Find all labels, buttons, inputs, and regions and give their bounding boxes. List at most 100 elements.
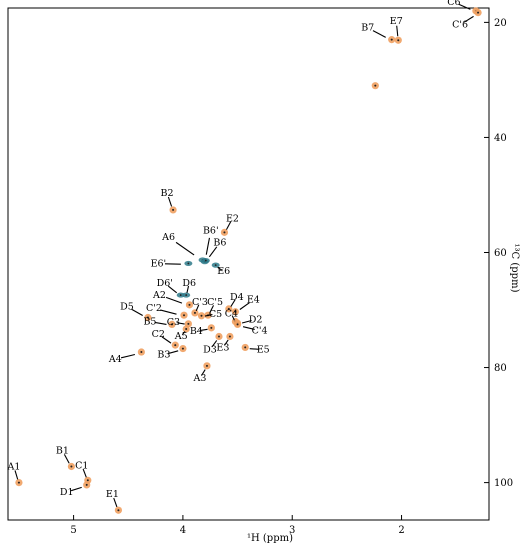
- label-leader-line: [208, 246, 218, 258]
- label-leader-line: [211, 340, 218, 348]
- peak-center: [234, 310, 237, 313]
- label-leader-line: [396, 25, 399, 37]
- peak-label: E7: [390, 16, 403, 27]
- label-leader-line: [217, 266, 223, 271]
- y-axis-title: ¹³C (ppm): [509, 244, 520, 293]
- label-leader-line: [241, 319, 252, 324]
- peak-center: [140, 351, 143, 354]
- peak-center: [205, 364, 208, 367]
- label-leader-line: [154, 321, 167, 325]
- y-tick-label: 60: [494, 248, 507, 259]
- y-axis-ticks: 20 40 60 80 100: [484, 18, 513, 489]
- peak-center: [374, 84, 377, 87]
- peak-center: [170, 323, 173, 326]
- peak-label: D2: [249, 314, 263, 325]
- label-leader-line: [160, 309, 177, 315]
- peak-label: D6': [157, 278, 173, 289]
- x-tick-label: 4: [180, 525, 186, 536]
- peak-center: [185, 294, 188, 296]
- peak-label: C5: [209, 309, 222, 320]
- peak-label: D1: [60, 487, 74, 498]
- peak-label: B6: [213, 238, 226, 249]
- peak-center: [228, 335, 231, 338]
- label-leader-line: [463, 15, 474, 23]
- label-leader-line: [161, 336, 172, 344]
- peak-center: [227, 307, 230, 310]
- peak-label: E5: [257, 344, 270, 355]
- peak-label: C'3: [192, 297, 208, 308]
- peak-center: [117, 509, 120, 512]
- label-leader-line: [458, 3, 471, 10]
- plot-area: [7, 7, 490, 521]
- peak-center: [397, 39, 400, 42]
- label-leader-line: [372, 30, 386, 38]
- peak-label: B2: [161, 188, 174, 199]
- peak-label: C2: [152, 329, 165, 340]
- peak-label: A3: [193, 373, 207, 384]
- peak-label: B1: [56, 445, 69, 456]
- peak-label: C3: [167, 317, 180, 328]
- peak-center: [187, 262, 190, 265]
- label-leader-line: [204, 314, 213, 317]
- peak-label: C6: [447, 0, 460, 8]
- peak-labels-layer: C6 C'6 B7 E7 B2 E2 A6 B6'B6 E6' E6 D6' D6 A2 C'3 C'2 C5…: [6, 0, 474, 508]
- label-leader-line: [186, 285, 190, 293]
- peak-center: [172, 208, 175, 211]
- x-tick-label: 5: [70, 525, 76, 536]
- peak-center: [244, 346, 247, 349]
- label-leader-line: [225, 221, 232, 230]
- peak-label: B6': [203, 226, 219, 237]
- peak-center: [85, 483, 88, 486]
- label-leader-line: [63, 454, 70, 464]
- label-leader-line: [120, 353, 135, 359]
- peak-label: E3: [216, 342, 229, 353]
- y-tick-label: 80: [494, 363, 507, 374]
- peak-label: C'4: [252, 325, 268, 336]
- label-leader-line: [199, 328, 208, 332]
- x-axis-ticks: 5 4 3 2: [70, 515, 405, 536]
- label-leader-line: [224, 339, 229, 346]
- peak-center: [17, 481, 20, 484]
- label-leader-line: [167, 350, 179, 355]
- peak-label: B3: [157, 350, 170, 361]
- peak-center: [86, 479, 89, 482]
- peak-label: C'2: [146, 303, 162, 314]
- peak-center: [179, 294, 182, 296]
- peak-center: [204, 259, 207, 262]
- peak-label: D6: [182, 278, 196, 289]
- peak-label: B7: [361, 23, 374, 34]
- x-tick-label: 2: [398, 525, 404, 536]
- label-leader-line: [176, 322, 185, 325]
- label-leader-line: [242, 326, 255, 330]
- peak-label: A4: [108, 354, 122, 365]
- peak-label: E6: [217, 266, 230, 277]
- peak-label: D4: [230, 292, 244, 303]
- label-leader-line: [70, 486, 82, 492]
- label-leader-line: [14, 470, 19, 480]
- y-tick-label: 100: [494, 478, 513, 489]
- peak-label: D5: [120, 302, 134, 313]
- peak-center: [477, 11, 480, 14]
- peak-label: D3: [203, 344, 217, 355]
- peak-label: B5: [143, 316, 156, 327]
- label-leader-line: [231, 315, 235, 321]
- label-leader-line: [167, 285, 178, 294]
- label-leader-line: [239, 302, 250, 310]
- peak-label: C'5: [207, 297, 223, 308]
- peak-label: A5: [174, 331, 188, 342]
- peak-center: [183, 314, 186, 317]
- peak-center: [146, 316, 149, 319]
- y-tick-label: 20: [494, 18, 507, 29]
- peak-center: [200, 314, 203, 317]
- label-leader-line: [113, 497, 118, 508]
- peak-center: [70, 465, 73, 468]
- label-leader-line: [195, 304, 200, 312]
- peak-label: C'6: [452, 20, 468, 31]
- peak-center: [236, 323, 239, 326]
- peak-center: [210, 326, 213, 329]
- peak-center: [193, 311, 196, 314]
- peak-center: [181, 347, 184, 350]
- peak-label: C4: [225, 309, 238, 320]
- label-leader-line: [205, 237, 210, 255]
